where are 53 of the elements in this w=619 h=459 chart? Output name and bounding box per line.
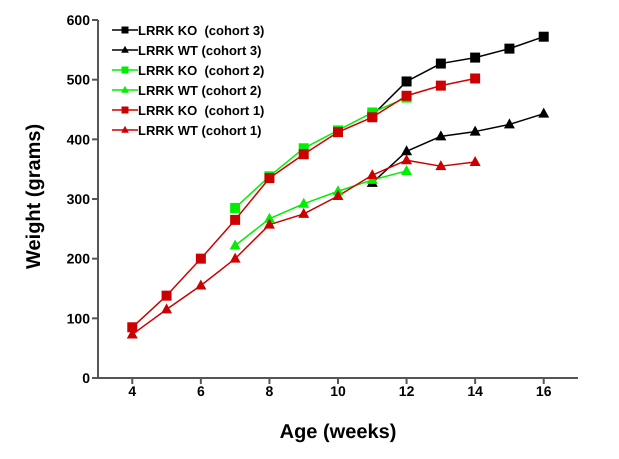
x-tick-label: 8 [266, 382, 274, 399]
point [401, 145, 412, 156]
point [230, 214, 240, 225]
point [196, 254, 206, 264]
x-tick-label: 12 [398, 382, 415, 399]
point [401, 164, 412, 175]
y-tick-label: 200 [66, 250, 90, 267]
point [436, 80, 446, 91]
legend-label: LRRK KO (cohort 2) [138, 62, 264, 78]
y-tick-label: 100 [66, 310, 90, 326]
point [332, 190, 344, 200]
point [401, 154, 412, 164]
x-tick-label: 16 [536, 382, 552, 399]
legend-label: LRRK WT (cohort 3) [138, 42, 262, 58]
point [162, 290, 172, 301]
x-tick-label: 4 [128, 382, 136, 399]
y-tick-label: 500 [66, 72, 90, 88]
point [127, 322, 138, 332]
y-tick-label: 300 [66, 190, 90, 207]
point [538, 32, 549, 42]
point [504, 44, 514, 54]
point [402, 76, 412, 86]
point [298, 208, 310, 218]
point [161, 303, 172, 314]
y-tick-label: 600 [66, 12, 90, 28]
point [298, 149, 309, 160]
legend-label: LRRK KO (cohort 1) [138, 102, 264, 118]
legend-label: LRRK KO (cohort 3) [138, 22, 264, 38]
point [298, 198, 310, 208]
point [504, 118, 515, 128]
point [230, 240, 241, 250]
x-axis-title: Age (weeks) [280, 421, 396, 443]
x-tick-label: 14 [467, 382, 484, 399]
point [264, 218, 275, 229]
point [435, 160, 446, 170]
legend-label: LRRK WT (cohort 2) [138, 82, 262, 98]
point [230, 202, 240, 213]
point [470, 52, 480, 63]
y-tick-label: 400 [66, 131, 90, 148]
x-tick-label: 10 [330, 382, 346, 399]
y-axis-title: Weight (grams) [23, 124, 46, 269]
point [195, 280, 206, 290]
legend-label: LRRK WT (cohort 1) [138, 122, 262, 138]
point [470, 126, 481, 136]
x-tick-label: 6 [196, 382, 205, 399]
point [470, 156, 481, 166]
point [538, 108, 550, 118]
point [366, 169, 378, 180]
point [435, 130, 446, 140]
point [470, 73, 480, 84]
y-tick-label: 0 [82, 370, 90, 386]
point [436, 58, 446, 69]
point [230, 252, 241, 263]
